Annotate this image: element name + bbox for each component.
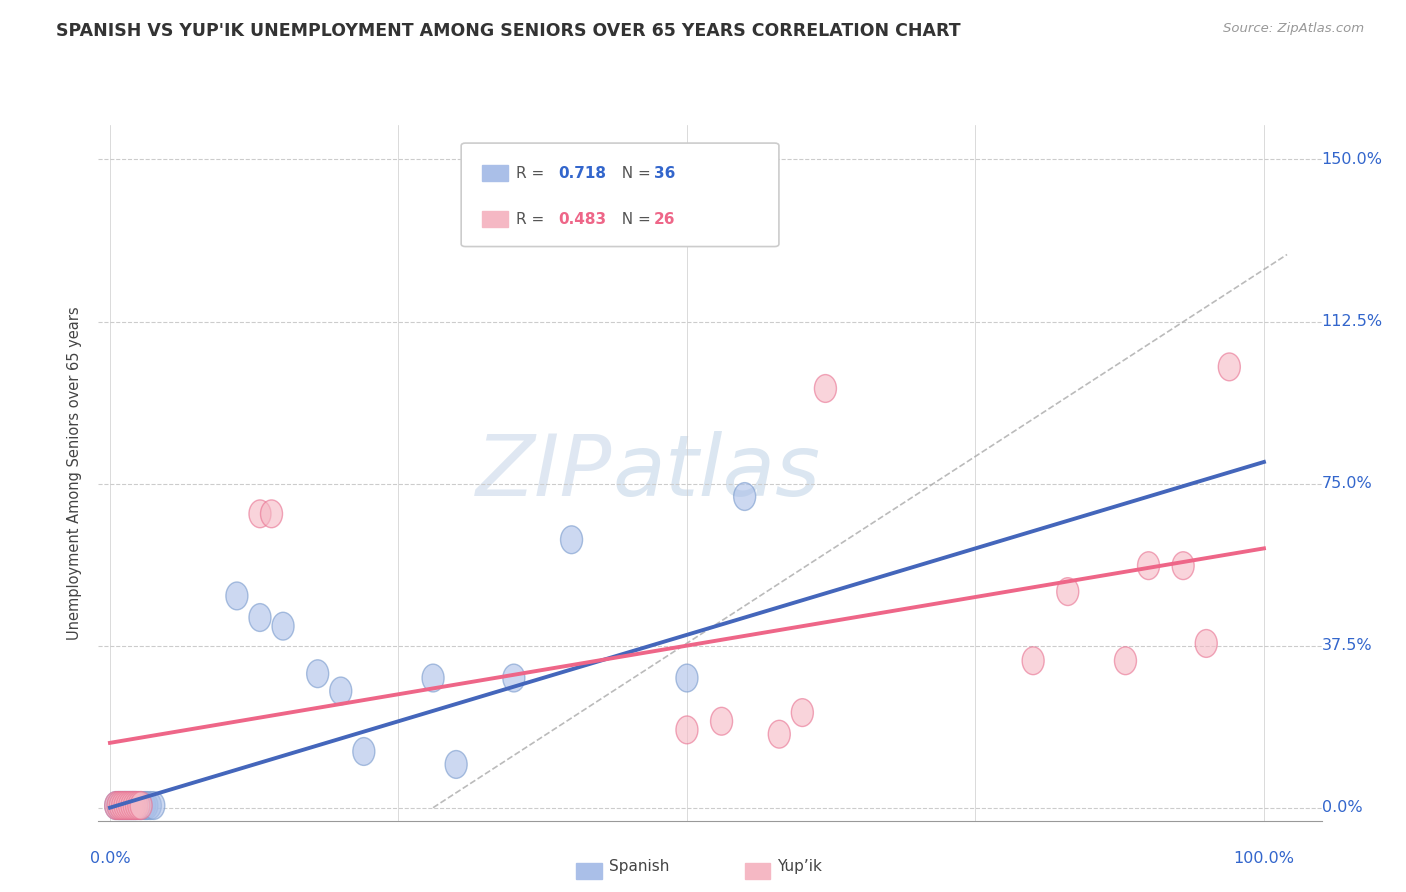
Text: atlas: atlas: [612, 431, 820, 515]
Text: 0.483: 0.483: [558, 211, 606, 227]
Text: SPANISH VS YUP'IK UNEMPLOYMENT AMONG SENIORS OVER 65 YEARS CORRELATION CHART: SPANISH VS YUP'IK UNEMPLOYMENT AMONG SEN…: [56, 22, 960, 40]
Text: 150.0%: 150.0%: [1322, 152, 1382, 167]
Text: Yup’ik: Yup’ik: [778, 859, 823, 873]
Text: 75.0%: 75.0%: [1322, 476, 1372, 491]
Text: 100.0%: 100.0%: [1233, 851, 1295, 866]
Text: 0.0%: 0.0%: [1322, 800, 1362, 815]
Text: Spanish: Spanish: [609, 859, 669, 873]
Text: R =: R =: [516, 211, 550, 227]
Text: N =: N =: [612, 211, 655, 227]
Text: N =: N =: [612, 166, 655, 181]
Text: 37.5%: 37.5%: [1322, 638, 1372, 653]
Text: 36: 36: [654, 166, 675, 181]
Text: 0.0%: 0.0%: [90, 851, 131, 866]
Text: 0.718: 0.718: [558, 166, 606, 181]
Y-axis label: Unemployment Among Seniors over 65 years: Unemployment Among Seniors over 65 years: [67, 306, 83, 640]
Text: R =: R =: [516, 166, 550, 181]
Text: Source: ZipAtlas.com: Source: ZipAtlas.com: [1223, 22, 1364, 36]
Text: 112.5%: 112.5%: [1322, 314, 1382, 329]
Text: 26: 26: [654, 211, 675, 227]
Text: ZIP: ZIP: [475, 431, 612, 515]
